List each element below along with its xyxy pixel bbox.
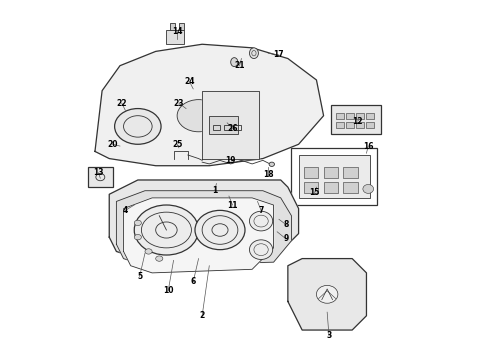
FancyBboxPatch shape [88, 167, 113, 187]
Polygon shape [117, 191, 292, 266]
Text: 26: 26 [227, 124, 238, 133]
FancyBboxPatch shape [323, 182, 338, 193]
FancyBboxPatch shape [167, 30, 184, 44]
FancyBboxPatch shape [331, 105, 381, 134]
Text: 25: 25 [172, 140, 182, 149]
Text: 24: 24 [184, 77, 195, 86]
Ellipse shape [317, 285, 338, 303]
Polygon shape [109, 180, 298, 258]
Text: 17: 17 [273, 50, 284, 59]
Text: 9: 9 [283, 234, 289, 243]
Text: 13: 13 [93, 168, 104, 177]
Text: 23: 23 [173, 99, 184, 108]
Text: 16: 16 [363, 141, 373, 150]
FancyBboxPatch shape [298, 155, 370, 198]
Text: 10: 10 [163, 286, 173, 295]
Text: 20: 20 [108, 140, 118, 149]
FancyBboxPatch shape [356, 122, 364, 128]
Text: 8: 8 [283, 220, 289, 229]
Ellipse shape [249, 240, 272, 260]
FancyBboxPatch shape [323, 167, 338, 178]
Text: 3: 3 [326, 331, 332, 340]
Ellipse shape [156, 256, 163, 261]
Text: 21: 21 [234, 61, 245, 70]
Ellipse shape [249, 211, 272, 231]
Ellipse shape [195, 210, 245, 249]
FancyBboxPatch shape [343, 182, 358, 193]
FancyBboxPatch shape [343, 167, 358, 178]
Ellipse shape [145, 249, 152, 254]
Ellipse shape [115, 109, 161, 144]
Text: 15: 15 [310, 188, 320, 197]
Text: 1: 1 [212, 186, 217, 195]
Ellipse shape [134, 234, 142, 240]
Ellipse shape [249, 48, 258, 59]
FancyBboxPatch shape [336, 122, 344, 128]
Ellipse shape [269, 162, 274, 166]
Ellipse shape [177, 100, 220, 132]
Polygon shape [123, 198, 273, 273]
Text: 5: 5 [137, 272, 142, 281]
FancyBboxPatch shape [366, 113, 374, 119]
FancyBboxPatch shape [356, 113, 364, 119]
Polygon shape [202, 91, 259, 158]
Text: 4: 4 [122, 206, 128, 215]
FancyBboxPatch shape [170, 23, 175, 30]
Ellipse shape [231, 58, 238, 67]
FancyBboxPatch shape [346, 113, 354, 119]
FancyBboxPatch shape [179, 23, 184, 30]
Text: 11: 11 [227, 201, 238, 210]
Text: 14: 14 [172, 27, 182, 36]
Text: 18: 18 [263, 170, 273, 179]
Text: 22: 22 [117, 99, 127, 108]
FancyBboxPatch shape [209, 116, 238, 134]
Text: 12: 12 [352, 117, 363, 126]
Polygon shape [288, 258, 367, 330]
FancyBboxPatch shape [346, 122, 354, 128]
Ellipse shape [363, 184, 373, 193]
Polygon shape [95, 44, 323, 166]
Text: 2: 2 [199, 311, 205, 320]
FancyBboxPatch shape [304, 182, 318, 193]
FancyBboxPatch shape [336, 113, 344, 119]
Text: 7: 7 [258, 206, 264, 215]
FancyBboxPatch shape [304, 167, 318, 178]
Text: 6: 6 [191, 277, 196, 286]
FancyBboxPatch shape [366, 122, 374, 128]
Text: 19: 19 [225, 156, 236, 165]
Ellipse shape [134, 220, 142, 226]
Ellipse shape [134, 205, 198, 255]
